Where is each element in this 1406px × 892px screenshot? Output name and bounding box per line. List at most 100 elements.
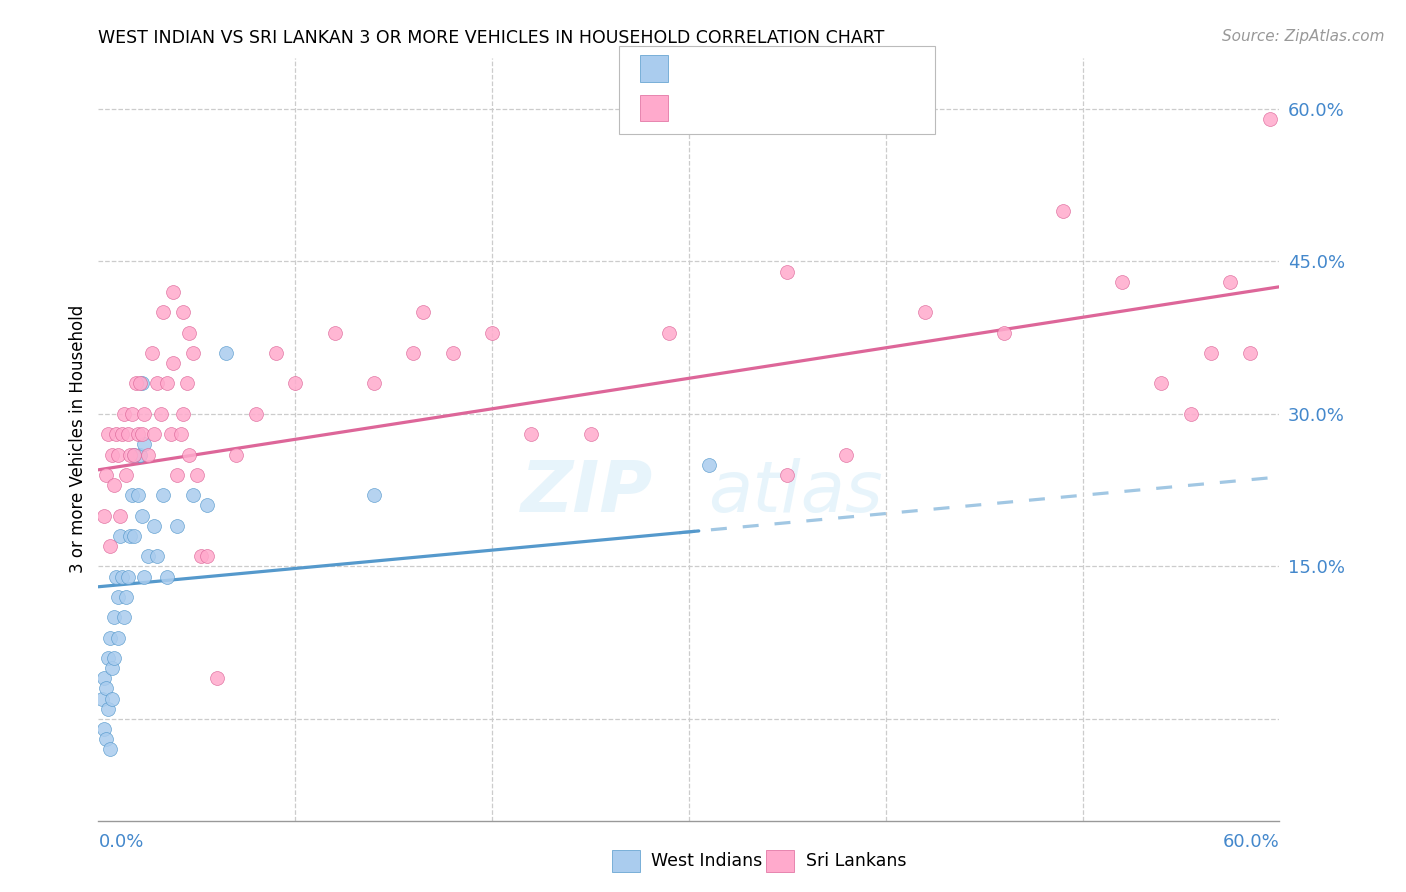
Point <box>658 326 681 340</box>
Point <box>136 549 159 564</box>
Point <box>156 569 179 583</box>
Point <box>1180 407 1202 421</box>
Point <box>103 651 125 665</box>
Point <box>215 346 238 360</box>
Point <box>107 448 129 462</box>
Point <box>579 427 602 442</box>
Point <box>118 448 141 462</box>
Text: 0.234: 0.234 <box>714 62 773 82</box>
Point <box>125 376 148 391</box>
Point <box>402 346 425 360</box>
Point <box>195 499 218 513</box>
Point <box>520 427 543 442</box>
Point <box>112 407 135 421</box>
Point <box>1111 275 1133 289</box>
Text: West Indians: West Indians <box>651 852 762 871</box>
Point <box>115 590 138 604</box>
Point <box>225 448 247 462</box>
Point <box>127 488 149 502</box>
Point <box>142 427 165 442</box>
Point <box>108 529 131 543</box>
Point <box>264 346 287 360</box>
Point <box>91 691 114 706</box>
Point <box>1052 203 1074 218</box>
Point <box>481 326 503 340</box>
Point <box>96 732 118 747</box>
Text: N =: N = <box>783 62 830 82</box>
Text: WEST INDIAN VS SRI LANKAN 3 OR MORE VEHICLES IN HOUSEHOLD CORRELATION CHART: WEST INDIAN VS SRI LANKAN 3 OR MORE VEHI… <box>98 29 884 46</box>
Point <box>93 722 115 736</box>
Point <box>146 549 169 564</box>
Point <box>117 569 139 583</box>
Point <box>166 518 188 533</box>
Point <box>176 376 198 391</box>
Point <box>132 407 155 421</box>
Point <box>136 448 159 462</box>
Text: Source: ZipAtlas.com: Source: ZipAtlas.com <box>1222 29 1385 44</box>
Point <box>914 305 936 319</box>
Point <box>177 448 200 462</box>
Point <box>141 346 163 360</box>
Point <box>186 467 208 482</box>
Text: atlas: atlas <box>709 458 883 527</box>
Point <box>105 569 128 583</box>
Point <box>132 437 155 451</box>
Point <box>205 671 228 685</box>
Point <box>93 508 115 523</box>
Point <box>181 488 204 502</box>
Point <box>93 671 115 685</box>
Point <box>103 478 125 492</box>
Point <box>97 427 120 442</box>
Point <box>177 326 200 340</box>
Point <box>97 651 120 665</box>
Text: ZIP: ZIP <box>522 458 654 527</box>
Point <box>835 448 858 462</box>
Point <box>1150 376 1173 391</box>
Point <box>98 631 121 645</box>
Point <box>441 346 464 360</box>
Point <box>122 448 145 462</box>
Point <box>128 376 150 391</box>
Text: R =: R = <box>679 99 724 119</box>
Point <box>993 326 1015 340</box>
Point <box>412 305 434 319</box>
Text: 0.445: 0.445 <box>714 99 773 119</box>
Point <box>323 326 346 340</box>
Point <box>121 488 143 502</box>
Point <box>146 376 169 391</box>
Text: N =: N = <box>783 99 830 119</box>
Point <box>107 590 129 604</box>
Point <box>122 529 145 543</box>
Point <box>152 305 174 319</box>
Point <box>1219 275 1241 289</box>
Point <box>128 448 150 462</box>
Text: 42: 42 <box>818 62 845 82</box>
Text: 69: 69 <box>818 99 845 119</box>
Point <box>131 427 153 442</box>
Point <box>127 427 149 442</box>
Text: 0.0%: 0.0% <box>98 833 143 851</box>
Point <box>776 264 799 278</box>
Point <box>101 691 124 706</box>
Point <box>162 356 184 370</box>
Point <box>105 427 128 442</box>
Point <box>111 569 134 583</box>
Point <box>98 742 121 756</box>
Point <box>162 285 184 299</box>
Point <box>284 376 307 391</box>
Point <box>697 458 720 472</box>
Text: 60.0%: 60.0% <box>1223 833 1279 851</box>
Point <box>112 610 135 624</box>
Point <box>1258 112 1281 126</box>
Point <box>96 467 118 482</box>
Point <box>363 488 385 502</box>
Point <box>150 407 173 421</box>
Point <box>152 488 174 502</box>
Point <box>96 681 118 696</box>
Point <box>1199 346 1222 360</box>
Point <box>363 376 385 391</box>
Text: R =: R = <box>679 62 724 82</box>
Point <box>121 407 143 421</box>
Point <box>101 448 124 462</box>
Point <box>131 508 153 523</box>
